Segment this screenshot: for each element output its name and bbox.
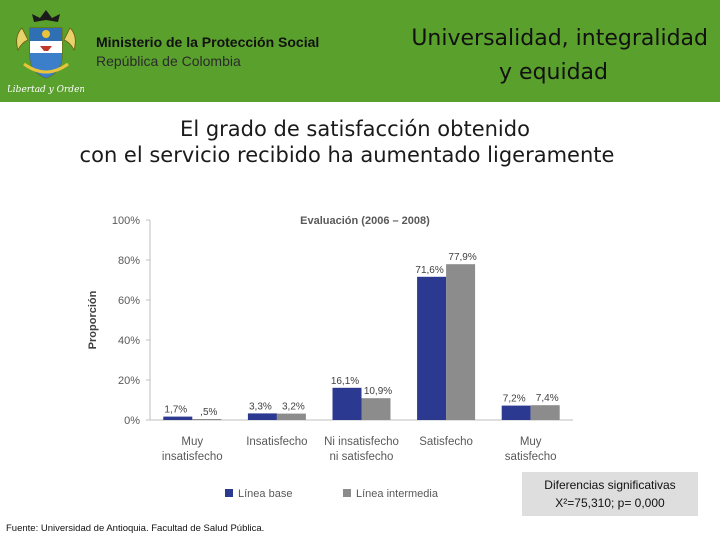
- y-tick-label: 100%: [112, 215, 140, 227]
- significance-line-1: Diferencias significativas: [544, 478, 676, 492]
- x-tick-label: satisfecho: [505, 451, 557, 463]
- y-tick-label: 60%: [118, 295, 140, 307]
- x-tick-label: Muy: [520, 436, 542, 448]
- x-tick-label: Satisfecho: [419, 436, 473, 448]
- bar: [361, 398, 391, 420]
- bar: [163, 416, 193, 420]
- bar-data-label: 77,9%: [448, 252, 476, 263]
- bar: [530, 405, 560, 420]
- y-tick-label: 20%: [118, 375, 140, 387]
- bar-data-label: 7,2%: [503, 394, 526, 405]
- header-banner: Libertad y Orden Ministerio de la Protec…: [0, 0, 720, 102]
- y-tick-label: 80%: [118, 255, 140, 267]
- bar-data-label: 71,6%: [415, 265, 443, 276]
- significance-line-2: X²=75,310; p= 0,000: [555, 496, 665, 510]
- bar: [192, 419, 222, 420]
- y-axis-label: Proporción: [87, 290, 99, 349]
- source-note: Fuente: Universidad de Antioquia. Facult…: [6, 523, 265, 534]
- y-tick-label: 0%: [124, 415, 140, 427]
- slide-title-line-1: El grado de satisfacción obtenido: [180, 117, 530, 141]
- slogan-line-1: Universalidad, integralidad: [411, 26, 708, 51]
- x-tick-label: Ni insatisfecho: [324, 436, 399, 448]
- bar: [247, 413, 277, 420]
- significance-note: Diferencias significativas X²=75,310; p=…: [522, 472, 698, 516]
- ministry-name: Ministerio de la Protección Social: [96, 34, 320, 50]
- x-tick-label: Muy: [181, 436, 203, 448]
- y-tick-label: 40%: [118, 335, 140, 347]
- svg-text:Libertad y Orden: Libertad y Orden: [8, 85, 84, 95]
- legend-swatch: [225, 489, 233, 497]
- x-tick-label: ni satisfecho: [330, 451, 394, 463]
- legend-label: Línea base: [238, 488, 292, 500]
- bar-chart: 0% 20% 40% 60% 80% 100% Proporción Evaluación (…: [87, 215, 573, 500]
- x-tick-label: insatisfecho: [162, 451, 223, 463]
- bar-data-label: 16,1%: [331, 376, 359, 387]
- bar-data-label: 3,3%: [249, 401, 272, 412]
- republic-name: República de Colombia: [96, 53, 241, 69]
- bar: [417, 276, 447, 420]
- coat-of-arms-logo: Libertad y Orden: [8, 10, 84, 95]
- slide-title-line-2: con el servicio recibido ha aumentado li…: [79, 143, 615, 167]
- bar: [332, 387, 362, 420]
- slogan-line-2: y equidad: [499, 60, 608, 85]
- legend-swatch: [343, 489, 351, 497]
- legend-label: Línea intermedia: [356, 488, 439, 500]
- bar: [276, 413, 306, 420]
- bar-data-label: ,5%: [200, 407, 217, 418]
- x-tick-label: Insatisfecho: [246, 436, 307, 448]
- chart-title: Evaluación (2006 – 2008): [300, 215, 430, 227]
- bar-data-label: 10,9%: [364, 386, 392, 397]
- bar: [501, 405, 531, 420]
- bar-data-label: 1,7%: [164, 405, 187, 416]
- bar-data-label: 7,4%: [536, 393, 559, 404]
- bar-data-label: 3,2%: [282, 402, 305, 413]
- bar: [446, 264, 476, 420]
